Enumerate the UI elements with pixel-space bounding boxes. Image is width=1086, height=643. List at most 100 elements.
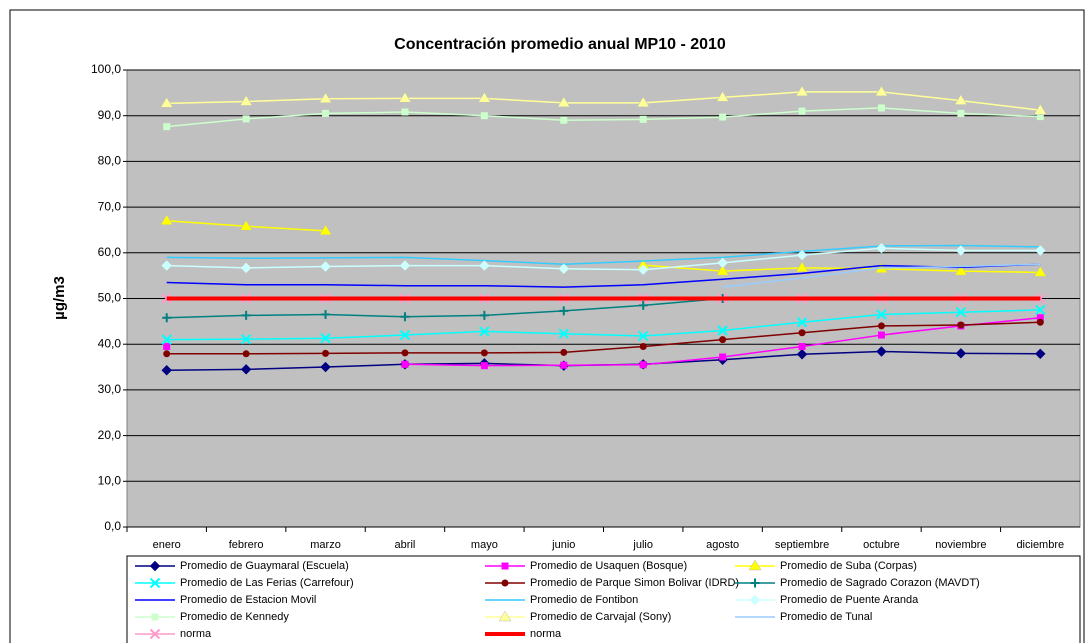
marker: [717, 325, 728, 336]
series-line: [166, 107, 1041, 128]
marker: [798, 342, 806, 350]
marker: [955, 245, 967, 256]
marker: [149, 628, 161, 640]
series-line: [166, 91, 1041, 111]
legend-label: norma: [180, 628, 212, 640]
x-tick-label: enero: [153, 539, 181, 551]
marker: [242, 115, 250, 123]
marker: [322, 109, 330, 117]
y-tick-label: 90,0: [98, 108, 122, 122]
y-tick-label: 30,0: [98, 382, 122, 396]
series-line: [166, 247, 1041, 271]
marker: [320, 261, 331, 272]
marker: [719, 336, 727, 344]
marker: [1035, 245, 1046, 256]
y-tick-label: 0,0: [104, 519, 121, 533]
marker: [716, 90, 730, 102]
series-line: [166, 321, 1041, 355]
y-tick-label: 10,0: [98, 473, 122, 487]
y-tick-label: 60,0: [98, 245, 122, 259]
marker: [876, 309, 887, 320]
y-tick-label: 20,0: [98, 428, 122, 442]
marker: [479, 310, 489, 320]
marker: [163, 123, 171, 131]
marker: [399, 260, 411, 271]
marker: [798, 329, 806, 337]
marker: [239, 219, 253, 231]
legend-label: Promedio de Parque Simon Bolivar (IDRD): [530, 577, 739, 589]
series-line: [166, 263, 1041, 288]
marker: [717, 257, 728, 269]
marker: [479, 326, 490, 337]
legend-label: Promedio de Guaymaral (Escuela): [180, 560, 349, 572]
marker: [319, 224, 332, 236]
marker: [798, 107, 806, 115]
x-tick-label: octubre: [863, 539, 900, 551]
marker: [161, 293, 172, 304]
marker: [558, 263, 569, 275]
marker: [240, 364, 252, 375]
marker: [1036, 318, 1044, 326]
marker: [749, 594, 761, 606]
marker: [1036, 113, 1044, 121]
marker: [162, 313, 172, 323]
x-tick-label: abril: [395, 539, 416, 551]
series-line: [166, 244, 1041, 265]
legend-label: Promedio de Usaquen (Bosque): [530, 560, 687, 572]
y-tick-label: 70,0: [98, 199, 122, 213]
marker: [477, 91, 491, 103]
marker: [560, 116, 568, 124]
marker: [796, 349, 808, 360]
marker: [501, 579, 509, 587]
marker: [638, 300, 648, 310]
marker: [239, 95, 253, 106]
marker: [560, 361, 568, 369]
marker: [479, 260, 490, 271]
y-tick-label: 100,0: [91, 62, 121, 76]
marker: [750, 578, 760, 588]
marker: [877, 104, 885, 112]
marker: [957, 321, 965, 329]
marker: [638, 264, 649, 275]
x-tick-label: febrero: [229, 539, 264, 551]
marker: [876, 346, 887, 357]
y-tick-label: 80,0: [98, 154, 122, 168]
marker: [954, 94, 968, 105]
x-tick-label: junio: [551, 539, 575, 551]
chart-title: Concentración promedio anual MP10 - 2010: [394, 36, 726, 53]
series-line: [166, 297, 723, 319]
marker: [151, 613, 159, 621]
legend-label: norma: [530, 628, 562, 640]
legend-label: Promedio de Tunal: [780, 611, 872, 623]
marker: [955, 307, 967, 318]
x-tick-label: agosto: [706, 539, 739, 551]
legend-label: Promedio de Puente Aranda: [780, 594, 919, 606]
marker: [796, 317, 808, 328]
marker: [398, 91, 412, 103]
marker: [160, 214, 174, 226]
marker: [557, 96, 571, 108]
marker: [163, 350, 171, 358]
marker: [719, 353, 727, 361]
marker: [795, 85, 809, 97]
legend-label: Promedio de Suba (Corpas): [780, 560, 917, 572]
marker: [954, 264, 968, 276]
marker: [149, 560, 161, 572]
marker: [719, 113, 727, 121]
x-tick-label: julio: [632, 539, 653, 551]
marker: [320, 361, 331, 373]
marker: [400, 312, 410, 322]
marker: [399, 329, 411, 341]
marker: [957, 109, 965, 117]
marker: [1033, 265, 1047, 277]
marker: [501, 562, 509, 570]
legend-label: Promedio de Fontibon: [530, 594, 638, 606]
marker: [748, 559, 762, 571]
legend-label: Promedio de Sagrado Corazon (MAVDT): [780, 577, 980, 589]
marker: [161, 260, 172, 271]
marker: [796, 249, 808, 261]
series-line: [722, 263, 1041, 288]
marker: [149, 577, 161, 589]
marker: [241, 310, 251, 320]
